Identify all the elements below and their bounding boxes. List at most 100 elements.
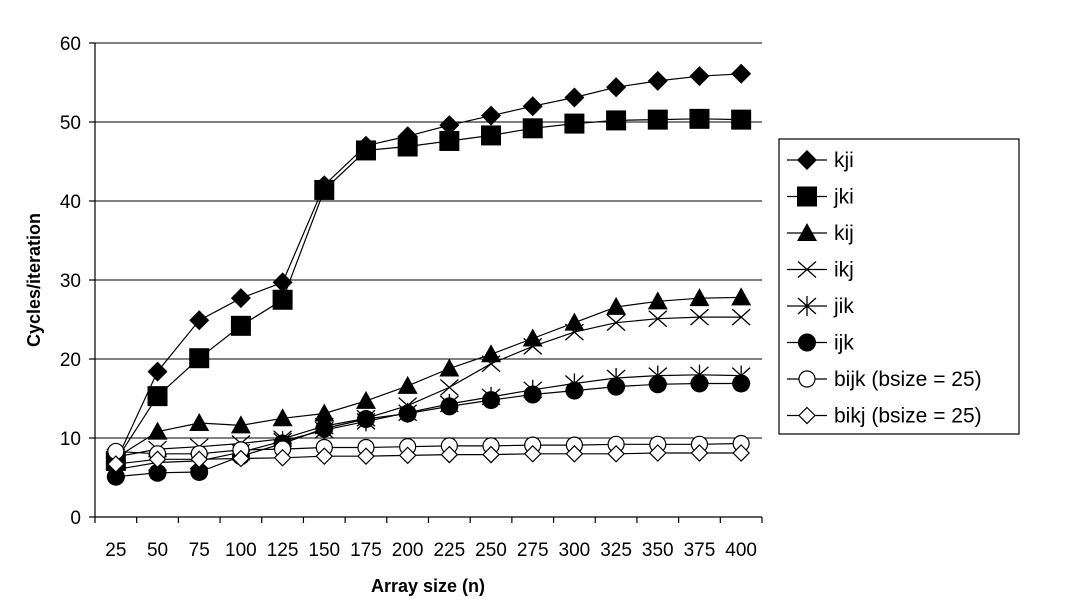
legend-label: jki xyxy=(833,186,854,209)
data-point xyxy=(732,374,751,393)
data-point xyxy=(606,296,627,315)
x-tick-label: 300 xyxy=(559,540,591,561)
series-line xyxy=(115,296,742,459)
data-point xyxy=(147,386,168,407)
legend-entry: ikj xyxy=(787,259,854,282)
legend-entry: jik xyxy=(787,295,854,318)
x-tick-label: 25 xyxy=(105,540,126,561)
data-point xyxy=(523,444,542,463)
legend-marker xyxy=(798,370,816,388)
series-line xyxy=(115,374,742,471)
data-point xyxy=(607,377,626,396)
x-tick-label: 200 xyxy=(392,540,424,561)
data-point xyxy=(648,375,667,394)
x-tick-labels: 25 50 75 100 125 150 175 200 225 250 275 300 325 350 3… xyxy=(94,517,763,561)
legend-marker xyxy=(797,296,817,316)
data-point xyxy=(356,410,375,429)
x-tick-label: 75 xyxy=(189,540,210,561)
legend-label: kji xyxy=(834,149,854,172)
data-point xyxy=(190,450,209,469)
legend-label: jik xyxy=(833,295,854,318)
x-tick-label: 225 xyxy=(433,540,465,561)
series-2 xyxy=(105,287,752,466)
x-tick-label: 250 xyxy=(475,540,507,561)
legend-label: bikj (bsize = 25) xyxy=(834,405,982,428)
data-point xyxy=(148,450,167,469)
legend-marker xyxy=(797,186,817,207)
data-point xyxy=(440,397,459,416)
x-tick-label: 100 xyxy=(225,540,257,561)
x-tick-label: 325 xyxy=(600,540,632,561)
x-tick-label: 125 xyxy=(267,540,299,561)
legend-marker xyxy=(798,406,816,425)
data-point xyxy=(357,447,375,466)
data-point xyxy=(648,310,668,328)
series-0 xyxy=(105,63,752,472)
x-tick-label: 375 xyxy=(684,540,716,561)
data-point xyxy=(232,449,250,468)
y-tick-label: 60 xyxy=(60,34,81,55)
legend-entry: jki xyxy=(787,186,854,209)
data-point xyxy=(565,381,584,400)
legend: kji jki kij ikj jik ijk bijk (bsize = 25) bikj … xyxy=(778,138,1020,435)
data-point xyxy=(315,419,334,438)
data-point xyxy=(482,391,501,410)
data-point xyxy=(523,385,542,404)
data-point xyxy=(147,421,168,440)
data-point xyxy=(647,109,668,130)
legend-entry: ijk xyxy=(787,332,854,355)
legend-entry: bikj (bsize = 25) xyxy=(787,405,982,428)
x-tick-label: 150 xyxy=(308,540,340,561)
series-line xyxy=(115,73,742,462)
legend-label: bijk (bsize = 25) xyxy=(834,368,982,391)
data-point xyxy=(189,348,210,369)
data-point xyxy=(189,412,210,431)
x-axis-title: Array size (n) xyxy=(371,576,485,596)
data-point xyxy=(481,355,501,373)
data-point xyxy=(731,63,752,84)
y-tick-label: 50 xyxy=(60,113,81,134)
data-point xyxy=(606,110,627,131)
data-point xyxy=(439,130,460,151)
legend-label: kij xyxy=(834,222,854,245)
data-point xyxy=(731,287,752,306)
data-point xyxy=(272,289,293,310)
data-point xyxy=(481,105,502,126)
data-point xyxy=(439,378,459,396)
y-tick-label: 0 xyxy=(70,508,81,529)
legend-entry: bijk (bsize = 25) xyxy=(787,368,982,391)
data-point xyxy=(606,314,626,332)
data-point xyxy=(689,108,710,129)
data-point xyxy=(147,361,168,382)
x-tick-label: 400 xyxy=(725,540,757,561)
legend-entry: kji xyxy=(787,149,854,172)
legend-box xyxy=(778,138,1020,435)
data-point xyxy=(481,125,502,146)
data-point xyxy=(481,344,502,363)
data-point xyxy=(148,463,167,482)
series-line xyxy=(115,382,742,478)
data-point xyxy=(689,66,710,87)
data-point xyxy=(106,467,125,486)
data-point xyxy=(731,308,751,326)
data-point xyxy=(439,358,460,377)
y-axis-title: Cycles/iteration xyxy=(24,213,44,347)
y-tick-label: 30 xyxy=(60,271,81,292)
series-1 xyxy=(105,108,752,471)
data-point xyxy=(355,390,376,409)
series-line xyxy=(115,118,742,462)
data-point xyxy=(606,77,627,98)
data-point xyxy=(273,448,292,467)
x-tick-label: 350 xyxy=(642,540,674,561)
legend-marker xyxy=(797,150,817,170)
x-tick-label: 175 xyxy=(350,540,382,561)
data-point xyxy=(315,447,334,466)
y-tick-label: 20 xyxy=(60,350,81,371)
series-7 xyxy=(106,444,751,473)
series-5 xyxy=(106,374,751,486)
legend-entry: kij xyxy=(787,222,854,245)
series-line xyxy=(115,452,742,465)
legend-marker xyxy=(798,333,816,352)
data-point xyxy=(690,444,709,462)
